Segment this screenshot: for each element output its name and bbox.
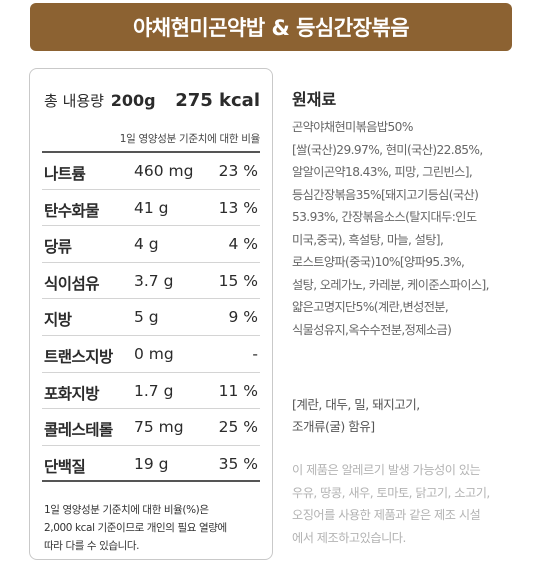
nutrient-daily-percent: 4 % [228,235,258,254]
nutrient-row: 당류 4 g 4 % [42,226,260,263]
ingredient-line: 53.93%, 간장볶음소스(탈지대두:인도 [292,210,477,224]
ingredient-line: [쌀(국산)29.97%, 현미(국산)22.85%, [292,142,483,157]
nutrient-name: 지방 [44,311,72,330]
nutrient-table: 나트륨 460 mg 23 % 탄수화물 41 g 13 % 당류 4 g 4 % 식이섬유 3.7… [42,153,260,483]
nutrient-amount: 19 g [134,454,169,473]
ingredients-list: 곤약야채현미볶음밥50% [쌀(국산)29.97%, 현미(국산)22.85%, 알… [292,116,489,341]
notice-line: 에서 제조하고있습니다. [292,530,406,545]
nutrient-row: 단백질 19 g 35 % [42,446,260,483]
nutrient-name: 당류 [44,238,72,257]
ingredient-line: 알알이곤약18.43%, 피망, 그린빈스], [292,165,473,179]
nutrient-daily-percent: 23 % [218,162,258,180]
nutrient-name: 나트륨 [44,165,86,183]
total-content-amount: 200g [110,91,156,110]
nutrient-row: 탄수화물 41 g 13 % [42,190,260,227]
allergen-line: [계란, 대두, 밀, 돼지고기, [292,397,420,412]
nutrient-name: 콜레스테롤 [44,421,113,440]
allergen-info: [계란, 대두, 밀, 돼지고기, 조개류(굴) 함유] [292,394,420,438]
total-content: 총 내용량 200g [44,90,156,111]
ingredient-line: 식물성유지,옥수수전분,정제소금) [292,322,452,337]
ingredient-line: 곤약야채현미볶음밥50% [292,120,413,134]
nutrient-row: 콜레스테롤 75 mg 25 % [42,409,260,446]
nutrient-row: 나트륨 460 mg 23 % [42,153,260,190]
nutrient-amount: 4 g [134,235,159,254]
notice-line: 이 제품은 알레르기 발생 가능성이 있는 [292,463,481,477]
footnote-line: 따라 다를 수 있습니다. [44,540,140,552]
nutrient-amount: 0 mg [134,344,174,363]
nutrient-name: 식이섬유 [44,274,100,293]
nutrient-daily-percent: 35 % [218,454,258,473]
allergen-line: 조개류(굴) 함유] [292,419,375,434]
nutrient-amount: 460 mg [134,162,194,180]
footnote-line: 1일 영양성분 기준치에 대한 비율(%)은 [44,504,209,516]
notice-line: 우유, 땅콩, 새우, 토마토, 닭고기, 소고기, [292,485,490,500]
total-content-label: 총 내용량 [44,92,104,110]
nutrient-name: 트랜스지방 [44,347,113,366]
ingredient-line: 설탕, 오레가노, 카레분, 케이준스파이스], [292,277,489,292]
nutrient-row: 포화지방 1.7 g 11 % [42,373,260,410]
ingredient-line: 등심간장볶음35%[돼지고기등심(국산) [292,187,479,202]
nutrition-footnote: 1일 영양성분 기준치에 대한 비율(%)은 2,000 kcal 기준이므로 개… [44,501,266,555]
ingredients-section: 원재료 곤약야채현미볶음밥50% [쌀(국산)29.97%, 현미(국산)22.8… [292,86,527,545]
nutrient-daily-percent: 25 % [218,418,258,437]
nutrient-amount: 41 g [134,198,169,217]
total-kcal: 275 kcal [175,90,260,111]
nutrient-daily-percent: 13 % [218,198,258,217]
ingredient-line: 미국,중국), 흑설탕, 마늘, 설탕], [292,232,444,247]
footnote-line: 2,000 kcal 기준이므로 개인의 필요 열량에 [44,522,227,534]
ingredient-line: 얇은고명지단5%(계란,변성전분, [292,300,449,314]
nutrient-name: 탄수화물 [44,201,100,220]
nutrient-row: 지방 5 g 9 % [42,299,260,336]
nutrient-row: 식이섬유 3.7 g 15 % [42,263,260,300]
nutrient-name: 단백질 [44,457,86,476]
notice-line: 오징어를 사용한 제품과 같은 제조 시설 [292,508,481,522]
product-title-banner: 야채현미곤약밥 & 등심간장볶음 [30,3,512,51]
nutrient-daily-percent: 11 % [218,381,258,400]
nutrient-amount: 5 g [134,308,159,327]
nutrition-facts-panel: 총 내용량 200g 275 kcal 1일 영양성분 기준치에 대한 비율 나… [29,68,273,560]
nutrient-row: 트랜스지방 0 mg - [42,336,260,373]
nutrient-daily-percent: - [252,344,258,363]
total-content-row: 총 내용량 200g 275 kcal [44,90,260,111]
ingredient-line: 로스트양파(중국)10%[양파95.3%, [292,255,465,269]
nutrient-amount: 3.7 g [134,271,174,290]
nutrient-name: 포화지방 [44,384,100,403]
nutrient-daily-percent: 15 % [218,271,258,290]
product-title: 야채현미곤약밥 & 등심간장볶음 [132,16,410,40]
nutrient-amount: 1.7 g [134,381,174,400]
daily-value-reference-note: 1일 영양성분 기준치에 대한 비율 [119,133,261,145]
table-top-divider [42,151,260,153]
nutrient-amount: 75 mg [134,418,184,437]
nutrient-daily-percent: 9 % [228,308,258,327]
ingredients-heading: 원재료 [292,90,337,109]
